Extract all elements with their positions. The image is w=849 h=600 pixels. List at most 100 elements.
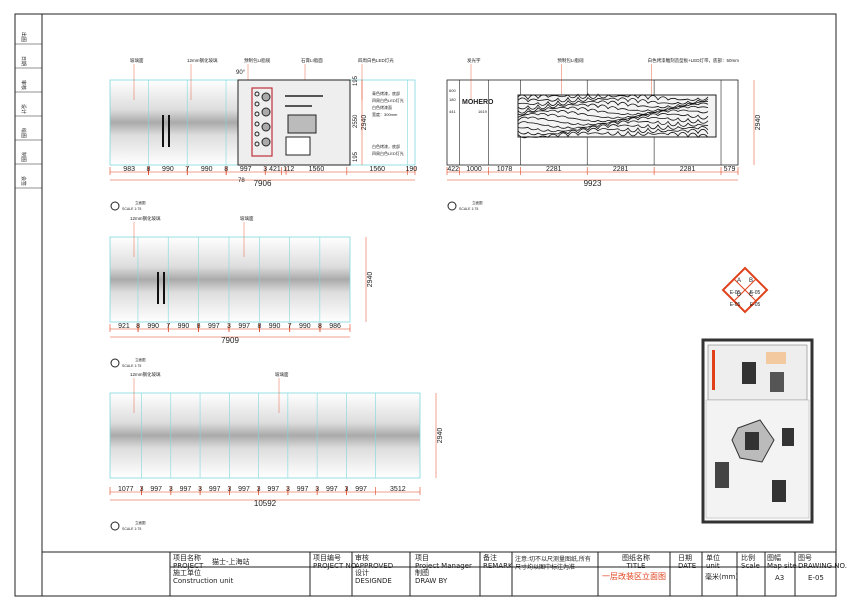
legend-scale: SCALE 1:75: [459, 207, 478, 211]
design-cn: 设计: [355, 569, 369, 577]
annotation-label: 四周白色LED灯光: [358, 57, 394, 64]
height-dimension: 2940: [755, 115, 762, 131]
legend-title: 立面图: [472, 200, 483, 205]
floor-plan: [701, 338, 814, 524]
size-value: A3: [775, 574, 785, 582]
key-mark: D: [737, 292, 742, 298]
unit-cn: 单位: [706, 554, 720, 562]
dimension-label: 1560: [309, 166, 325, 173]
dimension-label: 1560: [369, 166, 385, 173]
contour-line: [517, 112, 709, 123]
dimension-label: 422: [447, 166, 459, 173]
dimension-label: 990: [147, 323, 159, 330]
dimension-label: 7: [166, 323, 170, 330]
dimension-label: 990: [269, 323, 281, 330]
dimension-label: 990: [162, 166, 174, 173]
product-display-frame: [251, 87, 273, 157]
title-cn: 图纸名称: [622, 554, 650, 562]
dimension-label: 3: [227, 486, 231, 493]
small-dimension: 600: [449, 88, 456, 93]
elevation-4: 1077 3 997 3 997 3 997 3 997 3 997 3 997 3 997 3 997 3512…: [109, 371, 444, 531]
dimension-label: 997: [240, 166, 252, 173]
drawing-note: 注意:切不以尺测量图纸,所有尺寸均以图中标注为准: [515, 556, 591, 571]
annotation-label: 石膏LI脂面: [301, 57, 323, 64]
drawing-no-cn: 图号: [798, 554, 812, 562]
side-annotation: 青色烤漆，底部: [372, 90, 400, 96]
dimension-label: 3: [263, 166, 267, 173]
title-label: TITLE: [626, 562, 646, 570]
dimension-label: 2281: [546, 166, 562, 173]
section-marker-icon: [447, 201, 457, 211]
unit-label: unit: [706, 562, 720, 570]
dimension-label: 997: [150, 486, 162, 493]
dimension-label: 8: [257, 323, 261, 330]
annotation-label: 12mm钢化玻璃: [130, 215, 161, 222]
side-annotation: 宽度：300mm: [372, 111, 398, 117]
dimension-label: 2281: [680, 166, 696, 173]
screen: [287, 114, 317, 134]
height-dimension: 2940: [361, 115, 368, 131]
height-dimension: 2940: [367, 272, 374, 288]
dimension-label: 421: [269, 166, 281, 173]
dimension-label: 3: [198, 486, 202, 493]
strip-label: 制图: [20, 152, 27, 162]
dimension-label: 3: [257, 486, 261, 493]
dimension-label: 7: [288, 323, 292, 330]
dimension-label: 3: [227, 323, 231, 330]
legend-scale: SCALE 1:75: [122, 207, 141, 211]
door-handle: [162, 115, 164, 147]
display-knob: [254, 121, 260, 127]
size-label: Map site: [767, 562, 797, 570]
remark-cn: 备注: [483, 554, 497, 562]
dimension-label: 997: [326, 486, 338, 493]
dimension-label: 997: [180, 486, 192, 493]
sub-height-dimension: 195: [353, 75, 359, 86]
key-mark: A: [737, 278, 741, 284]
height-dimension: 2940: [437, 428, 444, 444]
approved-cn: 审核: [355, 554, 369, 562]
annotation-label: 玻璃面: [130, 57, 144, 64]
elevation-outline: [109, 392, 421, 479]
dimension-label: 8: [146, 166, 150, 173]
contour-line: [517, 96, 709, 105]
wheel-sample-icon: [261, 137, 271, 147]
contour-line: [517, 93, 709, 101]
elevations: 983 8 990 7 990 8 997 3 421 112 1560 1560 1907906294…: [109, 57, 762, 531]
elevation-outline: [109, 236, 351, 323]
project-no-label: PROJECT NO.: [313, 562, 359, 570]
display-knob: [254, 111, 260, 117]
side-annotation: 四周白色LED灯光: [372, 150, 404, 156]
date-cn: 日期: [678, 554, 692, 562]
section-marker-icon: [110, 358, 120, 368]
pm-label: Project Manager: [415, 562, 472, 570]
total-dimension: 7906: [254, 179, 272, 188]
display-knob: [254, 131, 260, 137]
dimension-label: 3: [344, 486, 348, 493]
dimension-label: 2281: [613, 166, 629, 173]
logo-sign: MOHERO: [462, 99, 494, 106]
strip-label: 审核: [20, 80, 27, 90]
key-ref: E-05: [730, 302, 741, 308]
legend-title: 立面图: [135, 357, 146, 362]
door-handle: [168, 115, 170, 147]
elevation-2: 422 1000 1078 2281 2281 2281 579 9923 2940 发光字 预制包…: [446, 57, 762, 211]
dimension-label: 3: [169, 486, 173, 493]
contour-line: [517, 105, 709, 116]
dimension-label: 990: [299, 323, 311, 330]
key-mark: B: [749, 278, 753, 284]
dimension-label: 921: [118, 323, 130, 330]
annotation-label: 预制包LI脂砚: [557, 57, 584, 64]
dimension-label: 997: [209, 486, 221, 493]
pm-cn: 项目: [415, 554, 429, 562]
side-annotation: 四周白色LED灯光: [372, 97, 404, 103]
contour-line: [517, 100, 709, 109]
title-block: [42, 551, 836, 596]
design-label: DESIGNDE: [355, 577, 392, 585]
strip-label: 日期: [20, 56, 26, 66]
contour-line: [517, 120, 709, 129]
dimension-label: 579: [724, 166, 736, 173]
total-dimension: 10592: [254, 499, 277, 508]
dimension-label: 1078: [497, 166, 513, 173]
annotation-label: 白色烤漆雕刻造型板+LED灯带，底部：50mm: [648, 57, 740, 64]
